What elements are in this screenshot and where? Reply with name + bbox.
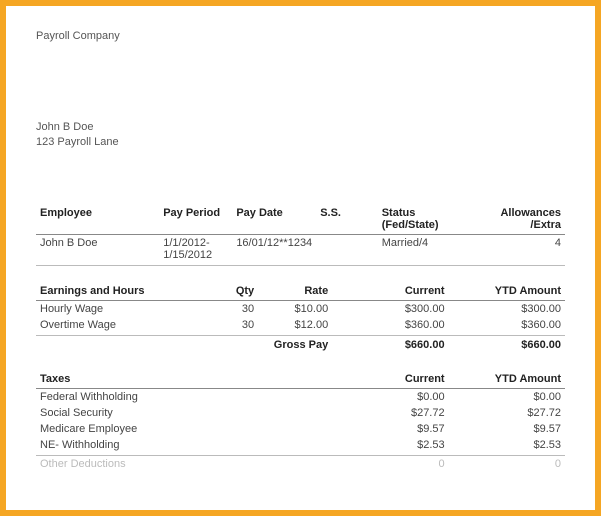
cell-label: Other Deductions bbox=[36, 456, 332, 473]
summary-header-row: Employee Pay Period Pay Date S.S. Status… bbox=[36, 205, 565, 235]
earnings-row: Hourly Wage 30 $10.00 $300.00 $300.00 bbox=[36, 301, 565, 318]
col-ss: S.S. bbox=[316, 205, 378, 235]
cell-current: $0.00 bbox=[332, 389, 448, 406]
other-deductions-row: Other Deductions 0 0 bbox=[36, 456, 565, 473]
cell-current: $2.53 bbox=[332, 437, 448, 456]
cell-employee: John B Doe bbox=[36, 234, 159, 265]
cell-current: 0 bbox=[332, 456, 448, 473]
col-allowances: Allowances /Extra bbox=[471, 205, 565, 235]
col-ytd: YTD Amount bbox=[449, 283, 565, 301]
cell-ytd: $27.72 bbox=[449, 405, 565, 421]
earnings-table: Earnings and Hours Qty Rate Current YTD … bbox=[36, 283, 565, 371]
cell-rate: $10.00 bbox=[258, 301, 332, 318]
ss-value: **1234 bbox=[279, 237, 312, 249]
cell-qty: 30 bbox=[195, 301, 258, 318]
cell-label: Hourly Wage bbox=[36, 301, 195, 318]
employee-address-block: John B Doe 123 Payroll Lane bbox=[36, 120, 565, 151]
cell-ytd: $2.53 bbox=[449, 437, 565, 456]
summary-table: Employee Pay Period Pay Date S.S. Status… bbox=[36, 205, 565, 284]
employee-name: John B Doe bbox=[36, 120, 565, 135]
col-pay-period: Pay Period bbox=[159, 205, 232, 235]
gross-ytd: $660.00 bbox=[449, 336, 565, 354]
cell-current: $300.00 bbox=[332, 301, 448, 318]
paystub-document: Payroll Company John B Doe 123 Payroll L… bbox=[0, 0, 601, 516]
gross-pay-row: Gross Pay $660.00 $660.00 bbox=[36, 336, 565, 354]
cell-rate: $12.00 bbox=[258, 317, 332, 336]
cell-qty: 30 bbox=[195, 317, 258, 336]
tax-row: NE- Withholding $2.53 $2.53 bbox=[36, 437, 565, 456]
cell-current: $9.57 bbox=[332, 421, 448, 437]
cell-ytd: $360.00 bbox=[449, 317, 565, 336]
col-status: Status (Fed/State) bbox=[378, 205, 472, 235]
summary-data-row: John B Doe 1/1/2012- 1/15/2012 16/01/12*… bbox=[36, 234, 565, 265]
cell-ytd: $9.57 bbox=[449, 421, 565, 437]
taxes-header-row: Taxes Current YTD Amount bbox=[36, 371, 565, 389]
col-earnings-title: Earnings and Hours bbox=[36, 283, 195, 301]
company-name: Payroll Company bbox=[36, 30, 565, 42]
col-current: Current bbox=[332, 283, 448, 301]
pay-date-value: 16/01/12 bbox=[236, 237, 279, 249]
col-employee: Employee bbox=[36, 205, 159, 235]
col-pay-date: Pay Date bbox=[232, 205, 316, 235]
cell-pay-period: 1/1/2012- 1/15/2012 bbox=[159, 234, 232, 265]
earnings-header-row: Earnings and Hours Qty Rate Current YTD … bbox=[36, 283, 565, 301]
taxes-table: Taxes Current YTD Amount Federal Withhol… bbox=[36, 371, 565, 472]
cell-label: Overtime Wage bbox=[36, 317, 195, 336]
gross-label: Gross Pay bbox=[258, 336, 332, 354]
earnings-row: Overtime Wage 30 $12.00 $360.00 $360.00 bbox=[36, 317, 565, 336]
cell-pay-date: 16/01/12**1234 bbox=[232, 234, 316, 265]
cell-ytd: $0.00 bbox=[449, 389, 565, 406]
col-taxes-title: Taxes bbox=[36, 371, 332, 389]
col-tax-current: Current bbox=[332, 371, 448, 389]
col-rate: Rate bbox=[258, 283, 332, 301]
cell-label: NE- Withholding bbox=[36, 437, 332, 456]
tax-row: Social Security $27.72 $27.72 bbox=[36, 405, 565, 421]
cell-label: Federal Withholding bbox=[36, 389, 332, 406]
cell-ss-spacer bbox=[316, 234, 378, 265]
employee-address: 123 Payroll Lane bbox=[36, 135, 565, 150]
col-qty: Qty bbox=[195, 283, 258, 301]
cell-current: $27.72 bbox=[332, 405, 448, 421]
cell-ytd: $300.00 bbox=[449, 301, 565, 318]
gross-current: $660.00 bbox=[332, 336, 448, 354]
tax-row: Federal Withholding $0.00 $0.00 bbox=[36, 389, 565, 406]
col-tax-ytd: YTD Amount bbox=[449, 371, 565, 389]
cell-allowances: 4 bbox=[471, 234, 565, 265]
cell-status: Married/4 bbox=[378, 234, 472, 265]
cell-ytd: 0 bbox=[449, 456, 565, 473]
tax-row: Medicare Employee $9.57 $9.57 bbox=[36, 421, 565, 437]
cell-label: Social Security bbox=[36, 405, 332, 421]
cell-label: Medicare Employee bbox=[36, 421, 332, 437]
cell-current: $360.00 bbox=[332, 317, 448, 336]
